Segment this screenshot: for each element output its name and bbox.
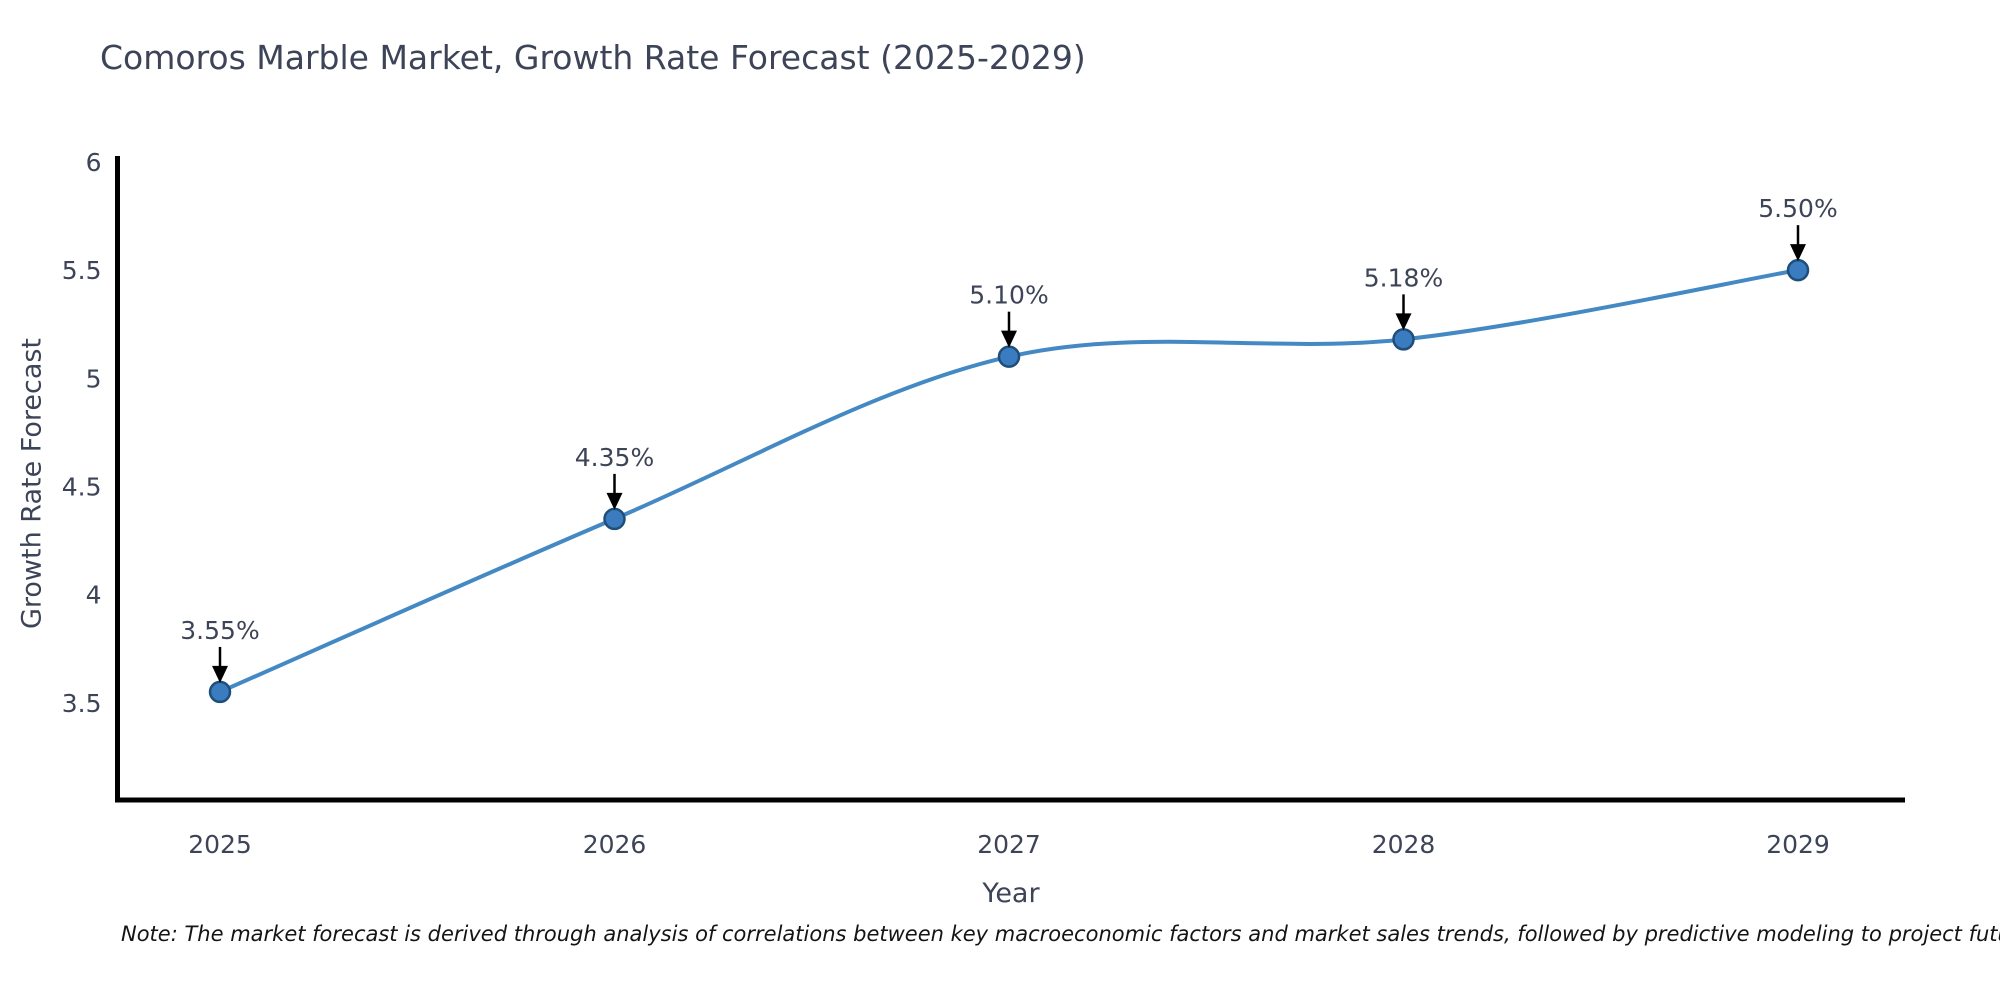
annotation-label: 5.50% [1758,194,1837,223]
annotation-label: 5.10% [969,281,1048,310]
x-tick-label: 2029 [1766,830,1830,859]
y-tick-label: 3.5 [62,689,102,718]
data-point-marker [208,680,232,704]
y-tick-label: 5.5 [62,256,102,285]
y-tick-label: 6 [86,148,102,177]
annotation-arrow-head [1395,313,1412,331]
data-point-marker [997,345,1021,368]
data-point-marker [603,507,626,531]
annotation-label: 4.35% [575,443,654,472]
x-tick-label: 2026 [583,830,647,859]
annotation-arrow-head [606,492,623,510]
x-tick-label: 2027 [977,830,1041,859]
annotation-arrow-head [1790,244,1806,262]
annotation-arrow-head [1001,330,1017,348]
data-point-marker [1392,328,1415,351]
chart-title: Comoros Marble Market, Growth Rate Forec… [100,38,1086,77]
y-tick-label: 4 [86,581,102,610]
x-tick-label: 2028 [1372,830,1436,859]
annotation-label: 5.18% [1364,263,1443,292]
footnote: Note: The market forecast is derived thr… [121,922,2000,946]
annotation-label: 3.55% [180,616,259,645]
x-axis-title: Year [982,878,1040,909]
data-point-marker [1786,258,1810,282]
x-tick-label: 2025 [188,830,252,859]
y-tick-label: 4.5 [62,472,102,501]
annotation-arrow-head [212,665,228,683]
y-tick-label: 5 [86,364,102,393]
